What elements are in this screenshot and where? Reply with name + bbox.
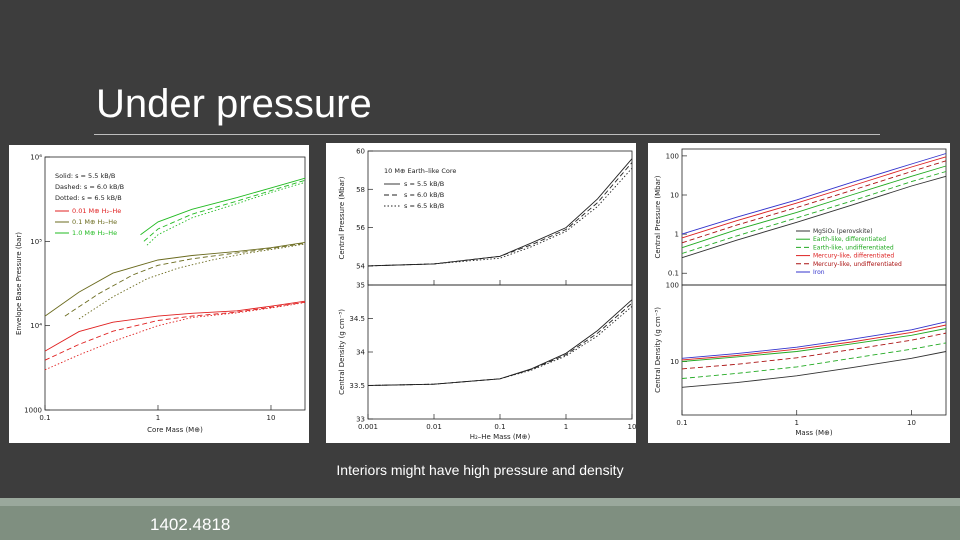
slide-title: Under pressure <box>96 82 372 126</box>
y-tick-label: 54 <box>356 262 365 270</box>
legend-text: Earth-like, undifferentiated <box>813 244 894 251</box>
legend-text: Earth-like, differentiated <box>813 236 886 243</box>
envelope-pressure-plot: 0.1 1 10 1000 10⁴ 10⁵ 10⁶ Core Mass (M⊕) Envelop… <box>15 154 306 434</box>
series-line <box>367 306 633 386</box>
series-line <box>44 302 306 371</box>
y-tick-label: 34.5 <box>349 315 365 323</box>
x-tick-label: 10 <box>267 414 276 422</box>
plot-frame <box>681 284 947 416</box>
x-tick-label: 0.1 <box>494 423 505 431</box>
x-tick-label: 1 <box>794 419 798 427</box>
series-line <box>143 179 306 242</box>
chart-central-pressure-density-composition: 0.1 1 10 100 Central Pressure (Mbar) 0.1 1 10 10… <box>648 143 950 443</box>
footer-reference: 1402.4818 <box>150 515 231 534</box>
series-line <box>681 321 947 359</box>
y-tick-label: 1000 <box>24 407 42 415</box>
y-axis-label: Central Density (g cm⁻³) <box>654 307 662 393</box>
y-tick-label: 58 <box>356 186 365 194</box>
y-tick-label: 34 <box>356 349 365 357</box>
legend-text: Mercury-like, differentiated <box>813 253 894 260</box>
series-line <box>367 299 633 386</box>
y-tick-label: 10⁵ <box>30 238 42 246</box>
footer-band <box>0 498 960 540</box>
legend-core-text: 10 M⊕ Earth–like Core <box>384 167 456 175</box>
y-axis-label: Envelope Base Pressure (bar) <box>15 232 23 335</box>
x-axis-label: Mass (M⊕) <box>795 429 832 437</box>
x-tick-label: 10 <box>628 423 636 431</box>
y-tick-label: 10 <box>670 358 679 366</box>
y-tick-label: 1 <box>675 231 679 239</box>
series-line <box>681 171 947 254</box>
y-tick-label: 0.1 <box>668 270 679 278</box>
series-line <box>681 328 947 362</box>
series-line <box>681 332 947 370</box>
legend-text: MgSiO₃ (perovskite) <box>813 228 873 235</box>
y-axis-label: Central Pressure (Mbar) <box>654 175 662 258</box>
footer-stripe <box>0 498 960 506</box>
y-tick-label: 35 <box>356 282 365 290</box>
legend-entropy-text: s = 6.5 kB/B <box>404 202 444 210</box>
y-axis-label: Central Density (g cm⁻³) <box>338 309 346 395</box>
slide-caption: Interiors might have high pressure and d… <box>336 462 624 478</box>
legend-entropy-text: Dotted: s = 6.5 kB/B <box>55 194 122 202</box>
series-line <box>146 181 306 246</box>
series-line <box>681 175 947 259</box>
y-tick-label: 33.5 <box>349 382 365 390</box>
legend-text: Iron <box>813 269 825 276</box>
chart-envelope-base-pressure: 0.1 1 10 1000 10⁴ 10⁵ 10⁶ Core Mass (M⊕) Envelop… <box>9 145 309 443</box>
y-tick-label: 100 <box>666 282 679 290</box>
x-tick-label: 0.001 <box>358 423 378 431</box>
series-line <box>681 351 947 388</box>
legend-envelope-text: 0.01 M⊕ H₂–He <box>72 207 121 215</box>
series-line <box>367 302 633 386</box>
x-axis-label: Core Mass (M⊕) <box>147 426 203 434</box>
legend-entropy-text: s = 5.5 kB/B <box>404 180 444 188</box>
plot-frame <box>44 156 306 411</box>
series-line <box>681 153 947 235</box>
series-line <box>44 301 306 361</box>
series-line <box>367 162 633 267</box>
y-axis-label: Central Pressure (Mbar) <box>338 176 346 259</box>
x-tick-label: 0.1 <box>676 419 687 427</box>
y-tick-label: 56 <box>356 224 365 232</box>
chart-central-pressure-density-envelope: 54 56 58 60 Central Pressure (Mbar) 10 M⊕ Ear… <box>326 143 636 443</box>
y-tick-label: 10⁶ <box>30 154 42 162</box>
series-line <box>681 160 947 244</box>
x-tick-label: 1 <box>156 414 160 422</box>
y-tick-label: 100 <box>666 152 679 160</box>
x-tick-label: 0.01 <box>426 423 442 431</box>
y-tick-label: 33 <box>356 416 365 424</box>
series-line <box>681 156 947 239</box>
legend-entropy-text: s = 6.0 kB/B <box>404 191 444 199</box>
x-axis-label: H₂–He Mass (M⊕) <box>470 433 531 441</box>
x-tick-label: 1 <box>564 423 568 431</box>
plot-frame <box>367 284 633 420</box>
series-line <box>681 165 947 249</box>
series-line <box>140 177 306 236</box>
series-line <box>64 242 306 317</box>
y-tick-label: 60 <box>356 148 365 156</box>
y-tick-label: 10⁴ <box>30 322 42 330</box>
legend-envelope-text: 0.1 M⊕ H₂–He <box>72 218 117 226</box>
series-line <box>44 300 306 352</box>
series-line <box>44 241 306 317</box>
legend-text: Mercury-like, undifferentiated <box>813 261 902 268</box>
series-line <box>367 167 633 267</box>
x-tick-label: 10 <box>907 419 916 427</box>
series-line <box>78 243 306 320</box>
x-tick-label: 0.1 <box>39 414 50 422</box>
series-line <box>681 324 947 361</box>
central-pressure-density-plot: 54 56 58 60 Central Pressure (Mbar) 10 M⊕ Ear… <box>338 148 636 442</box>
legend-entropy-text: Dashed: s = 6.0 kB/B <box>55 183 124 191</box>
title-underline <box>94 134 880 135</box>
y-tick-label: 10 <box>670 192 679 200</box>
composition-pressure-density-plot: 0.1 1 10 100 Central Pressure (Mbar) 0.1 1 10 10… <box>654 148 947 437</box>
legend-envelope-text: 1.0 M⊕ H₂–He <box>72 229 117 237</box>
legend-entropy-text: Solid: s = 5.5 kB/B <box>55 172 115 180</box>
